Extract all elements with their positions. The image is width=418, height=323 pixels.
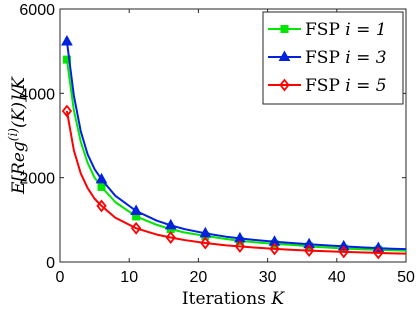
data-point <box>373 246 384 260</box>
legend-label: FSP i = 5 <box>305 76 387 96</box>
legend-label-text: FSP <box>305 76 345 96</box>
legend-label-var: i = 3 <box>345 48 386 68</box>
data-point <box>303 244 315 258</box>
legend-label-text: FSP <box>305 48 345 68</box>
data-point <box>96 199 107 213</box>
data-point <box>95 172 108 184</box>
x-axis-title-var: K <box>270 289 285 309</box>
data-point <box>130 204 142 215</box>
x-tick-label: 40 <box>328 269 346 286</box>
y-tick-label: 2000 <box>19 171 55 188</box>
data-point <box>337 239 350 251</box>
data-point <box>97 182 106 191</box>
y-tick-label: 4000 <box>19 86 55 103</box>
data-point <box>303 237 315 249</box>
legend-item: FSP i = 5 <box>268 76 387 96</box>
x-axis-title: Iterations K <box>182 289 285 309</box>
series-3 <box>61 104 407 260</box>
data-point <box>62 55 71 64</box>
y-axis-title-pre: E[Reg <box>9 141 29 195</box>
data-point <box>200 236 211 250</box>
series-line <box>65 110 407 255</box>
legend-item: FSP i = 1 <box>268 20 387 40</box>
legend-item: FSP i = 3 <box>268 48 387 68</box>
axes-box <box>59 8 407 263</box>
legend-swatch-marker <box>280 25 289 33</box>
data-point <box>234 239 246 253</box>
x-tick-label: 10 <box>120 269 138 286</box>
legend-swatch-marker <box>278 50 291 61</box>
x-axis-title-text: Iterations <box>182 289 271 309</box>
data-point <box>130 221 142 235</box>
data-point <box>269 242 280 256</box>
y-tick-label: 0 <box>46 255 55 272</box>
legend-swatch-marker <box>279 78 290 92</box>
data-point <box>61 34 73 46</box>
legend-label: FSP i = 1 <box>305 20 387 40</box>
y-axis-title-sup: (i) <box>6 128 20 142</box>
plot-area: 0 2000 4000 6000 0 10 20 30 40 50 <box>19 2 415 286</box>
x-tick-label: 50 <box>397 269 415 286</box>
data-point <box>165 231 176 244</box>
series-2 <box>61 34 407 253</box>
legend-label: FSP i = 3 <box>305 48 387 68</box>
x-tick-label: 0 <box>56 269 65 286</box>
legend-label-var: i = 1 <box>345 20 386 40</box>
data-point <box>164 218 177 230</box>
y-tick-label: 6000 <box>19 2 55 19</box>
series-layer <box>61 34 407 260</box>
x-tick-label: 30 <box>259 269 277 286</box>
y-axis-title: E[Reg(i)(K)]/K <box>6 76 29 195</box>
y-axis-title-post: (K)]/K <box>9 76 29 128</box>
x-tick-label: 20 <box>190 269 208 286</box>
legend-label-var: i = 5 <box>345 76 386 96</box>
y-axis-ticks: 0 2000 4000 6000 <box>19 2 406 272</box>
data-point <box>61 104 73 118</box>
legend-label-text: FSP <box>305 20 345 40</box>
x-axis-ticks: 0 10 20 30 40 50 <box>56 9 415 286</box>
data-point <box>338 245 349 259</box>
